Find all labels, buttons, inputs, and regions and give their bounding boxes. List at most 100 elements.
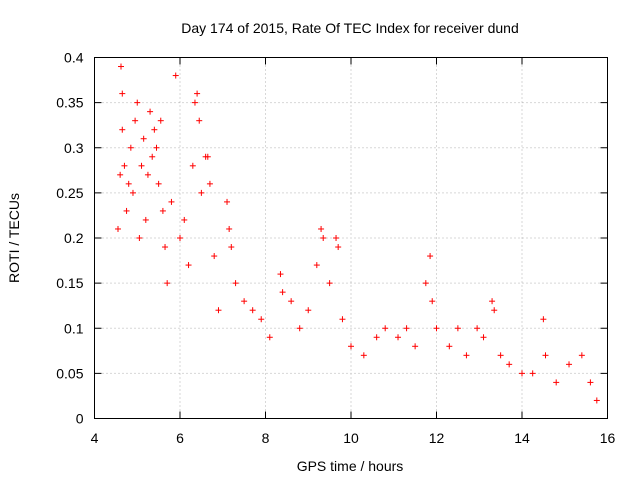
data-point: [140, 135, 147, 142]
data-point: [429, 298, 436, 305]
data-point: [211, 253, 218, 260]
data-point: [119, 90, 126, 97]
data-point: [119, 126, 126, 133]
data-point: [266, 334, 273, 341]
data-point: [115, 225, 122, 232]
data-point: [127, 144, 134, 151]
data-point: [360, 352, 367, 359]
data-point: [497, 352, 504, 359]
x-tick-label: 14: [514, 430, 530, 446]
data-point: [587, 379, 594, 386]
data-point: [427, 253, 434, 260]
data-point: [305, 307, 312, 314]
data-point: [348, 343, 354, 350]
y-tick-label: 0.1: [64, 320, 84, 336]
chart-title: Day 174 of 2015, Rate Of TEC Index for r…: [181, 20, 518, 36]
y-axis-ticks: 0 0.05 0.1 0.15 0.2 0.25 0.3 0.35 0.4: [56, 50, 608, 427]
y-tick-label: 0.2: [64, 230, 84, 246]
data-point: [258, 316, 265, 323]
data-point: [540, 316, 547, 323]
data-point: [206, 180, 213, 187]
data-point: [191, 99, 198, 106]
data-point: [189, 162, 196, 169]
data-point: [123, 207, 130, 214]
data-point: [412, 343, 419, 350]
data-point: [395, 334, 402, 341]
data-point: [134, 99, 141, 106]
data-points: [115, 63, 600, 404]
data-point: [403, 325, 410, 332]
data-point: [132, 117, 139, 124]
data-point: [121, 162, 128, 169]
data-point: [162, 244, 169, 251]
data-point: [142, 216, 149, 223]
data-point: [489, 298, 496, 305]
data-point: [155, 180, 162, 187]
data-point: [168, 198, 175, 205]
data-point: [228, 244, 235, 251]
data-point: [566, 361, 573, 368]
data-point: [151, 126, 158, 133]
data-point: [542, 352, 549, 359]
x-tick-label: 12: [429, 430, 445, 446]
data-point: [463, 352, 470, 359]
y-tick-label: 0.25: [56, 185, 83, 201]
data-point: [296, 325, 303, 332]
data-point: [422, 280, 429, 287]
data-point: [578, 352, 585, 359]
data-point: [279, 289, 286, 296]
data-point: [164, 280, 171, 287]
y-tick-label: 0.05: [56, 365, 83, 381]
x-tick-label: 16: [600, 430, 616, 446]
data-point: [118, 63, 125, 70]
data-point: [125, 180, 132, 187]
data-point: [593, 397, 600, 404]
data-point: [288, 298, 295, 305]
data-point: [157, 117, 164, 124]
data-point: [326, 280, 333, 287]
data-point: [433, 325, 440, 332]
data-point: [144, 171, 151, 178]
data-point: [339, 316, 346, 323]
grid-lines: [94, 57, 608, 419]
data-point: [136, 235, 143, 241]
data-point: [185, 262, 192, 269]
data-point: [318, 225, 325, 232]
data-point: [181, 216, 188, 223]
data-point: [147, 108, 154, 115]
data-point: [226, 225, 233, 232]
data-point: [382, 325, 389, 332]
data-point: [241, 298, 248, 305]
x-axis-ticks: 4 6 8 10 12 14 16: [91, 57, 616, 446]
y-tick-label: 0.35: [56, 95, 83, 111]
y-tick-label: 0: [76, 411, 84, 427]
data-point: [194, 90, 201, 97]
data-point: [320, 235, 327, 241]
data-point: [159, 207, 166, 214]
x-axis-label: GPS time / hours: [297, 458, 404, 474]
data-point: [373, 334, 380, 341]
x-tick-label: 6: [176, 430, 184, 446]
data-point: [277, 271, 284, 278]
data-point: [480, 334, 487, 341]
data-point: [232, 280, 239, 287]
y-tick-label: 0.4: [64, 50, 84, 66]
y-tick-label: 0.3: [64, 140, 84, 156]
data-point: [553, 379, 560, 386]
data-point: [177, 235, 183, 241]
data-point: [491, 307, 498, 314]
x-tick-label: 4: [91, 430, 99, 446]
data-point: [198, 189, 205, 196]
data-point: [506, 361, 513, 368]
y-tick-label: 0.15: [56, 275, 83, 291]
data-point: [313, 262, 320, 269]
x-tick-label: 8: [262, 430, 270, 446]
data-point: [196, 117, 203, 124]
data-point: [129, 189, 136, 196]
data-point: [446, 343, 453, 350]
data-point: [149, 153, 156, 160]
data-point: [117, 171, 124, 178]
data-point: [333, 235, 340, 241]
x-tick-label: 10: [343, 430, 359, 446]
